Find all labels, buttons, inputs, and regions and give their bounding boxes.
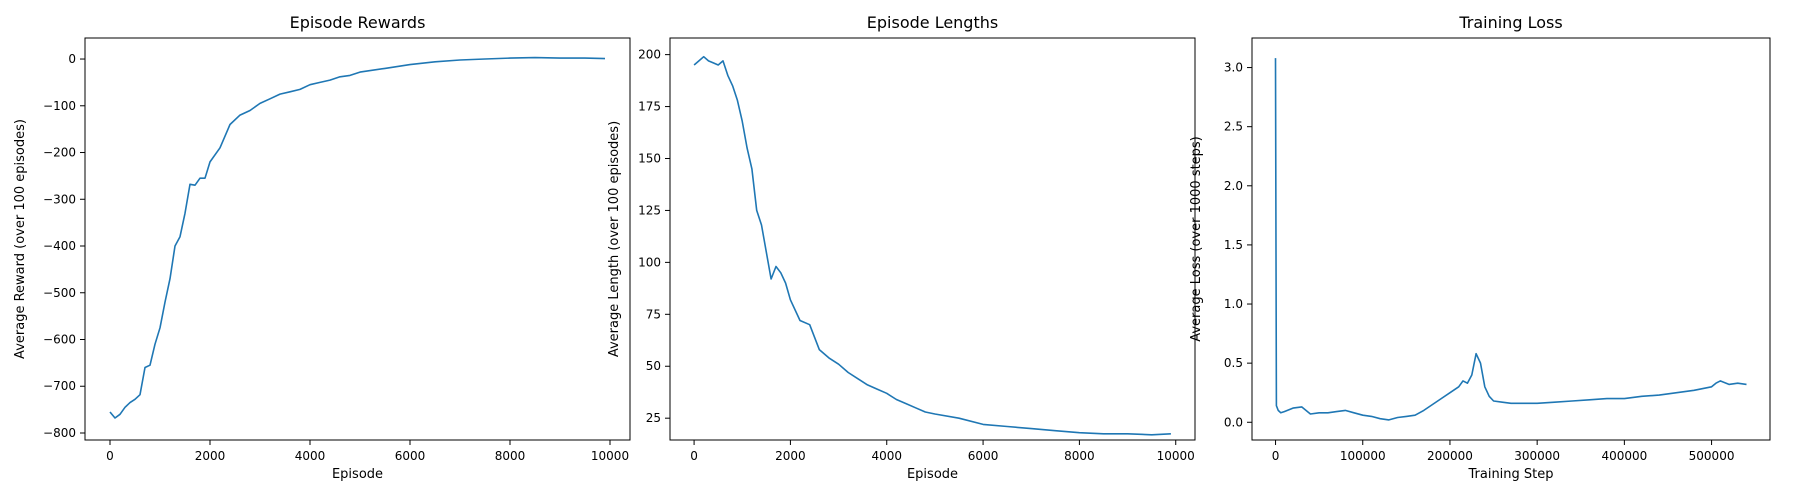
x-tick-label: 10000 bbox=[1157, 449, 1195, 463]
x-tick-label: 10000 bbox=[591, 449, 629, 463]
y-tick-label: 1.0 bbox=[1224, 297, 1243, 311]
x-tick-label: 500000 bbox=[1689, 449, 1735, 463]
y-tick-label: 100 bbox=[638, 255, 661, 269]
y-tick-label: −700 bbox=[43, 379, 76, 393]
x-axis-label: Training Step bbox=[1467, 467, 1553, 482]
chart-title: Episode Rewards bbox=[290, 13, 426, 32]
x-tick-label: 2000 bbox=[775, 449, 806, 463]
y-tick-label: 200 bbox=[638, 48, 661, 62]
x-tick-label: 400000 bbox=[1601, 449, 1647, 463]
y-tick-label: 3.0 bbox=[1224, 61, 1243, 75]
x-tick-label: 4000 bbox=[871, 449, 902, 463]
x-tick-label: 0 bbox=[106, 449, 114, 463]
x-tick-label: 0 bbox=[1272, 449, 1280, 463]
series-line bbox=[109, 56, 606, 419]
x-tick-label: 200000 bbox=[1427, 449, 1473, 463]
y-axis-label: Average Reward (over 100 episodes) bbox=[13, 119, 28, 359]
x-tick-label: 6000 bbox=[968, 449, 999, 463]
y-tick-label: 25 bbox=[646, 411, 661, 425]
y-tick-label: −300 bbox=[43, 192, 76, 206]
plot-frame bbox=[1251, 37, 1771, 441]
y-axis-label: Average Loss (over 1000 steps) bbox=[1189, 136, 1204, 342]
y-tick-label: −800 bbox=[43, 426, 76, 440]
y-tick-label: 0.5 bbox=[1224, 356, 1243, 370]
y-tick-label: −600 bbox=[43, 333, 76, 347]
x-axis-label: Episode bbox=[907, 467, 958, 482]
series-line bbox=[693, 55, 1171, 436]
x-tick-label: 8000 bbox=[1064, 449, 1095, 463]
x-tick-label: 4000 bbox=[295, 449, 326, 463]
y-tick-label: 75 bbox=[646, 307, 661, 321]
y-tick-label: 2.5 bbox=[1224, 120, 1243, 134]
plot-frame bbox=[84, 37, 631, 441]
y-tick-label: 50 bbox=[646, 359, 661, 373]
chart-title: Episode Lengths bbox=[867, 13, 998, 32]
y-tick-label: 175 bbox=[638, 100, 661, 114]
y-tick-label: −200 bbox=[43, 146, 76, 160]
y-tick-label: −100 bbox=[43, 99, 76, 113]
y-tick-label: −400 bbox=[43, 239, 76, 253]
y-tick-label: −500 bbox=[43, 286, 76, 300]
y-tick-label: 1.5 bbox=[1224, 238, 1243, 252]
y-tick-label: 125 bbox=[638, 203, 661, 217]
x-axis-label: Episode bbox=[332, 467, 383, 482]
chart-title: Training Loss bbox=[1458, 13, 1562, 32]
x-tick-label: 300000 bbox=[1514, 449, 1560, 463]
series-line bbox=[1274, 58, 1747, 421]
x-tick-label: 2000 bbox=[195, 449, 226, 463]
x-tick-label: 8000 bbox=[495, 449, 526, 463]
x-tick-label: 6000 bbox=[395, 449, 426, 463]
y-tick-label: 150 bbox=[638, 151, 661, 165]
y-tick-label: 2.0 bbox=[1224, 179, 1243, 193]
x-tick-label: 0 bbox=[690, 449, 698, 463]
y-axis-label: Average Length (over 100 episodes) bbox=[607, 121, 622, 357]
chart-episode-rewards: 0 2000 4000 6000 8000 10000 −800 −700 −600 −500 −4… bbox=[13, 13, 631, 482]
y-tick-label: 0.0 bbox=[1224, 415, 1243, 429]
chart-episode-lengths: 0 2000 4000 6000 8000 10000 25 50 75 100 125 150 175… bbox=[607, 13, 1196, 482]
plot-frame bbox=[669, 37, 1196, 441]
chart-training-loss: 0 100000 200000 300000 400000 500000 0.0 0.5 1.0… bbox=[1189, 13, 1771, 482]
y-tick-label: 0 bbox=[68, 52, 76, 66]
x-tick-label: 100000 bbox=[1340, 449, 1386, 463]
